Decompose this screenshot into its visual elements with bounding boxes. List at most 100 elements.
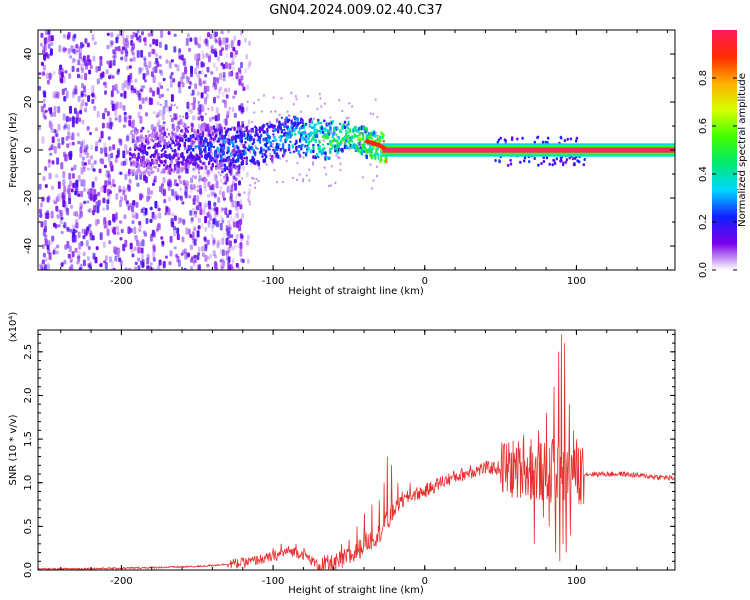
spectrogram-cell (132, 200, 135, 205)
spectrogram-cell (180, 76, 183, 83)
spectrogram-cell (88, 246, 91, 250)
spectrogram-cell (305, 152, 307, 156)
spectrogram-cell (182, 122, 185, 128)
spectrogram-cell (142, 85, 145, 88)
spectrogram-cell (215, 155, 217, 158)
spectrogram-cell (273, 135, 275, 138)
spectrogram-cell (226, 94, 229, 98)
spectrogram-cell (238, 244, 241, 249)
spectrogram-cell (316, 132, 318, 134)
spectrogram-cell (134, 149, 136, 151)
spectrogram-cell (189, 234, 192, 238)
spectrogram-cell (190, 150, 192, 153)
spectrogram-cell (154, 215, 157, 220)
spectrogram-cell (146, 70, 149, 76)
spectrogram-cell (129, 115, 132, 119)
spectrogram-cell (237, 194, 239, 197)
spectrogram-cell (256, 178, 258, 181)
spectrogram-cell (288, 128, 290, 131)
spectrogram-cell (296, 179, 298, 182)
spectrogram-cell (289, 115, 291, 118)
spectrogram-cell (379, 136, 381, 139)
spectrogram-cell (248, 41, 251, 46)
spectrogram-cell (142, 137, 144, 140)
spectrogram-cell (192, 148, 194, 152)
spectrogram-cell (125, 48, 128, 54)
spectrogram-cell (48, 44, 51, 49)
spectrogram-cell (293, 103, 295, 106)
spectrogram-cell (204, 227, 207, 232)
spectrogram-cell (84, 38, 87, 44)
spectrogram-cell (103, 242, 106, 248)
spectrogram-cell (159, 134, 161, 136)
spectrogram-cell (132, 32, 135, 37)
spectrogram-cell (219, 137, 221, 140)
spectrogram-cell (320, 105, 322, 108)
spectrogram-cell (213, 63, 216, 68)
spectrogram-cell (87, 126, 90, 130)
spectrogram-cell (186, 129, 188, 133)
spectrogram-cell (185, 185, 188, 189)
spectrogram-cell (337, 127, 339, 130)
spectrogram-cell (239, 127, 241, 130)
spectrogram-cell (140, 261, 143, 266)
spectrogram-cell (149, 87, 152, 92)
spectrogram-cell (171, 159, 173, 162)
spectrogram-cell (150, 168, 152, 171)
spectrogram-cell (115, 193, 118, 200)
spectrogram-cell (206, 170, 209, 175)
spectrogram-cell (198, 170, 200, 173)
spectrogram-cell (120, 57, 123, 61)
spectrogram-cell (315, 139, 317, 142)
spectrogram-cell (201, 246, 204, 252)
spectrogram-cell (216, 66, 219, 71)
spectrogram-cell (68, 48, 71, 54)
spectrogram-cell (228, 88, 231, 93)
spectrogram-cell (57, 138, 60, 142)
spectrogram-cell (238, 153, 240, 156)
spectrogram-cell (237, 41, 240, 47)
spectrogram-cell (150, 134, 152, 137)
spectrogram-cell (349, 128, 351, 133)
spectrogram-cell (317, 121, 319, 125)
spectrogram-cell (179, 136, 181, 139)
spectrogram-cell (150, 262, 153, 266)
spectrogram-cell (210, 34, 213, 39)
spectrogram-cell (54, 146, 57, 154)
spectrogram-cell (128, 206, 131, 211)
spectrogram-cell (125, 158, 128, 165)
spectrogram-cell (114, 214, 117, 221)
spectrogram-cell (115, 84, 118, 91)
spectrogram-cell (152, 140, 154, 143)
spectrogram-cell (53, 71, 56, 76)
spectrogram-cell (137, 112, 140, 119)
spectrogram-cell (164, 189, 166, 192)
spectrogram-cell (72, 35, 75, 41)
spectrogram-cell (124, 55, 127, 62)
spectrogram-cell (247, 235, 250, 240)
spectrogram-cell (318, 140, 320, 144)
spectrogram-cell (222, 66, 225, 69)
spectrogram-cell (212, 128, 214, 131)
spectrogram-cell (143, 175, 146, 181)
spectrogram-cell (55, 91, 58, 98)
spectrogram-cell (242, 160, 244, 163)
spectrogram-cell (190, 109, 193, 114)
spectrogram-cell (272, 133, 274, 135)
spectrogram-cell (195, 199, 198, 204)
spectrogram-cell (120, 93, 123, 97)
spectrogram-cell (222, 182, 224, 185)
spectrogram-cell (573, 163, 575, 166)
spectrogram-cell (137, 50, 140, 58)
spectrogram-cell (358, 143, 360, 146)
spectrogram-cell (208, 201, 211, 206)
spectrogram-cell (234, 152, 236, 155)
spectrogram-cell (230, 216, 233, 221)
spectrogram-cell (77, 133, 80, 137)
spectrogram-cell (217, 115, 219, 118)
spectrogram-cell (319, 93, 321, 96)
spectrogram-cell (93, 189, 96, 195)
spectrogram-cell (157, 205, 160, 211)
spectrogram-cell (311, 132, 313, 135)
spectrogram-cell (197, 91, 200, 95)
